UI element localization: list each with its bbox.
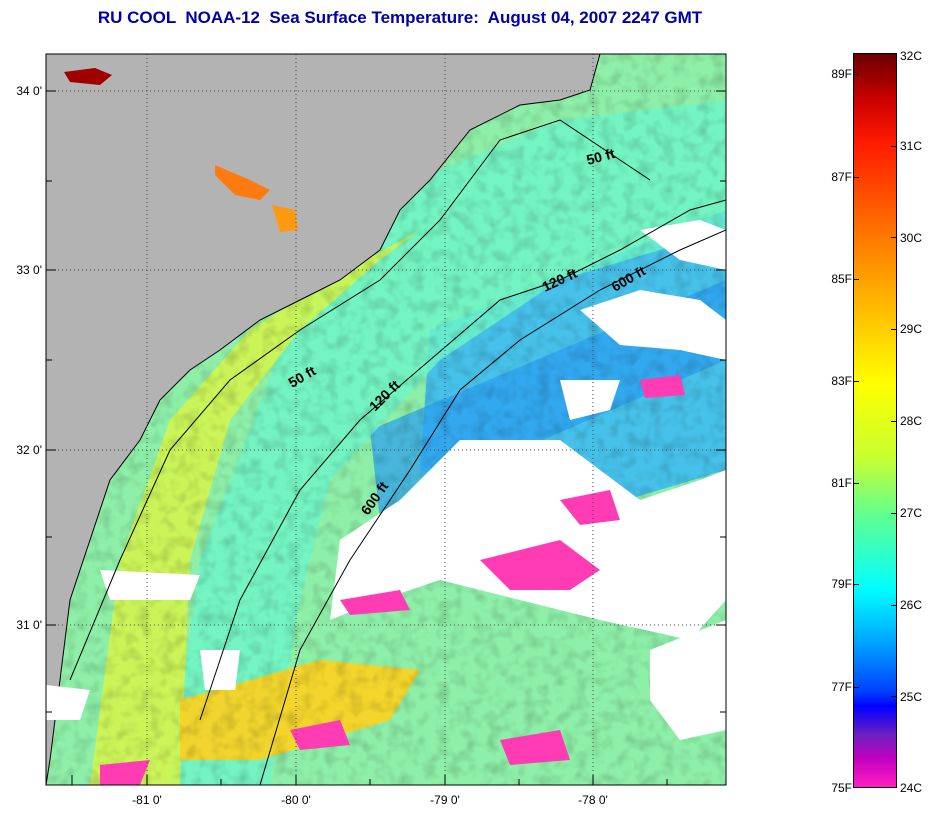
axis-ticks <box>46 90 726 785</box>
colorbar-label-83f: 83F <box>831 374 852 388</box>
colorbar-label-87f: 87F <box>831 170 852 184</box>
colorbar-label-26c: 26C <box>900 598 923 612</box>
colorbar-label-32c: 32C <box>900 49 923 63</box>
colorbar-label-25c: 25C <box>900 690 923 704</box>
depth-contours <box>69 119 726 785</box>
colorbar-label-28c: 28C <box>900 414 923 428</box>
colorbar-label-85f: 85F <box>831 272 852 286</box>
colorbar-label-89f: 89F <box>831 67 852 81</box>
contour-120ft <box>199 199 726 721</box>
inland-warm-spots <box>64 68 298 232</box>
colorbar-label-27c: 27C <box>900 506 923 520</box>
colorbar-label-29c: 29C <box>900 322 923 336</box>
lon-label-80: -80 0' <box>281 793 311 807</box>
lat-label-33: 33 0' <box>16 263 42 277</box>
contour-label-50ft-north: 50 ft <box>585 145 617 168</box>
map-frame <box>45 53 727 786</box>
colorbar-label-77f: 77F <box>831 680 852 694</box>
graticule <box>46 54 726 785</box>
land-area <box>46 54 601 785</box>
cold-patches <box>100 375 685 785</box>
contour-600ft <box>259 229 726 785</box>
lat-label-31: 31 0' <box>16 618 42 632</box>
map-title: RU COOL NOAA-12 Sea Surface Temperature:… <box>97 8 703 27</box>
colorbar-label-24c: 24C <box>900 781 923 795</box>
temperature-colorbar <box>853 53 897 788</box>
lat-label-34: 34 0' <box>16 84 42 98</box>
colorbar-label-81f: 81F <box>831 476 852 490</box>
colorbar-label-75f: 75F <box>831 781 852 795</box>
colorbar-label-31c: 31C <box>900 139 923 153</box>
colorbar-label-79f: 79F <box>831 577 852 591</box>
lat-label-32: 32 0' <box>16 443 42 457</box>
contour-50ft <box>69 119 651 681</box>
lon-label-78: -78 0' <box>578 793 608 807</box>
lon-label-81: -81 0' <box>132 793 162 807</box>
lon-label-79: -79 0' <box>430 793 460 807</box>
colorbar-label-30c: 30C <box>900 231 923 245</box>
cloud-mask <box>46 220 726 740</box>
